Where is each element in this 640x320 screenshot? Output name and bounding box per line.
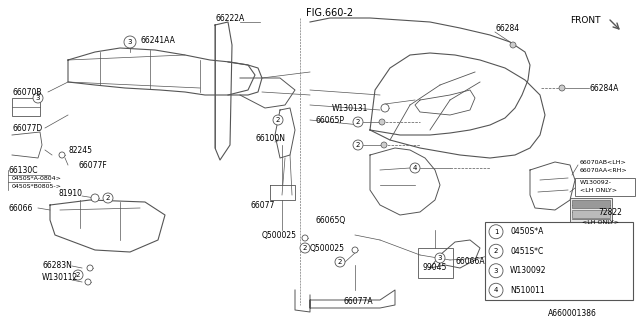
Circle shape: [33, 93, 43, 103]
Circle shape: [59, 152, 65, 158]
Circle shape: [510, 42, 516, 48]
Text: 2: 2: [76, 272, 80, 278]
Circle shape: [91, 194, 99, 202]
Circle shape: [489, 283, 503, 297]
Circle shape: [435, 253, 445, 263]
Text: 66066: 66066: [8, 204, 33, 212]
Circle shape: [489, 264, 503, 278]
Text: 99045: 99045: [422, 263, 446, 273]
Text: 81910: 81910: [58, 188, 82, 197]
Text: 66241AA: 66241AA: [140, 36, 175, 44]
Text: 0450S*B0805->: 0450S*B0805->: [12, 183, 62, 188]
Circle shape: [489, 225, 503, 239]
Bar: [572, 200, 610, 208]
Bar: [572, 210, 610, 218]
Circle shape: [352, 247, 358, 253]
Text: 2: 2: [106, 195, 110, 201]
Text: 4: 4: [413, 165, 417, 171]
Bar: [485, 222, 633, 300]
Text: 3: 3: [438, 255, 442, 261]
Text: 66065P: 66065P: [315, 116, 344, 124]
Bar: [12, 98, 40, 116]
Circle shape: [124, 36, 136, 48]
Text: 66077D: 66077D: [12, 124, 42, 132]
Circle shape: [559, 85, 565, 91]
Text: W130092: W130092: [510, 266, 547, 275]
Text: 66222A: 66222A: [215, 13, 244, 22]
Text: 2: 2: [356, 142, 360, 148]
Circle shape: [73, 270, 83, 280]
Text: 72822: 72822: [598, 207, 622, 217]
Circle shape: [381, 142, 387, 148]
Text: 66077F: 66077F: [78, 161, 107, 170]
Text: A660001386: A660001386: [548, 309, 597, 318]
Text: 0450S*A-0804>: 0450S*A-0804>: [12, 175, 62, 180]
Circle shape: [381, 104, 389, 112]
Text: 66283N: 66283N: [42, 260, 72, 269]
Text: 3: 3: [36, 95, 40, 101]
Bar: [570, 198, 612, 228]
Text: 3: 3: [128, 39, 132, 45]
Text: 0450S*A: 0450S*A: [510, 227, 543, 236]
Bar: [575, 178, 635, 196]
Text: W130131: W130131: [332, 103, 369, 113]
Text: 66284: 66284: [495, 23, 519, 33]
Text: 2: 2: [338, 259, 342, 265]
Text: <LH ONLY>: <LH ONLY>: [580, 188, 617, 193]
Text: 2: 2: [303, 245, 307, 251]
Text: 66070AA<RH>: 66070AA<RH>: [580, 167, 628, 172]
Text: 66065Q: 66065Q: [315, 215, 345, 225]
Text: 66077A: 66077A: [343, 298, 373, 307]
Text: 1: 1: [493, 229, 499, 235]
Circle shape: [302, 235, 308, 241]
Circle shape: [489, 244, 503, 258]
Text: 66070AB<LH>: 66070AB<LH>: [580, 159, 627, 164]
Text: N510011: N510011: [510, 286, 545, 295]
Circle shape: [300, 243, 310, 253]
Text: W130092-: W130092-: [580, 180, 612, 185]
Bar: [418, 248, 453, 278]
Text: <LH ONLY>: <LH ONLY>: [582, 220, 619, 225]
Text: 2: 2: [494, 248, 498, 254]
Text: 3: 3: [493, 268, 499, 274]
Text: W130112: W130112: [42, 274, 78, 283]
Circle shape: [410, 163, 420, 173]
Text: 2: 2: [356, 119, 360, 125]
Text: 2: 2: [276, 117, 280, 123]
Circle shape: [353, 140, 363, 150]
Text: 0451S*C: 0451S*C: [510, 247, 543, 256]
Circle shape: [87, 265, 93, 271]
Circle shape: [273, 115, 283, 125]
Text: 66100N: 66100N: [255, 133, 285, 142]
Text: 66284A: 66284A: [590, 84, 620, 92]
Circle shape: [353, 117, 363, 127]
Text: 66066A: 66066A: [455, 258, 484, 267]
Text: FRONT: FRONT: [570, 15, 600, 25]
Circle shape: [379, 119, 385, 125]
Text: 66077: 66077: [250, 201, 275, 210]
Text: Q500025: Q500025: [310, 244, 345, 252]
Text: Q500025: Q500025: [262, 230, 297, 239]
Text: 66130C: 66130C: [8, 165, 38, 174]
Text: 66070B: 66070B: [12, 87, 42, 97]
Circle shape: [103, 193, 113, 203]
Text: 4: 4: [494, 287, 498, 293]
Circle shape: [335, 257, 345, 267]
Text: 82245: 82245: [68, 146, 92, 155]
Text: FIG.660-2: FIG.660-2: [307, 8, 353, 18]
Circle shape: [85, 279, 91, 285]
